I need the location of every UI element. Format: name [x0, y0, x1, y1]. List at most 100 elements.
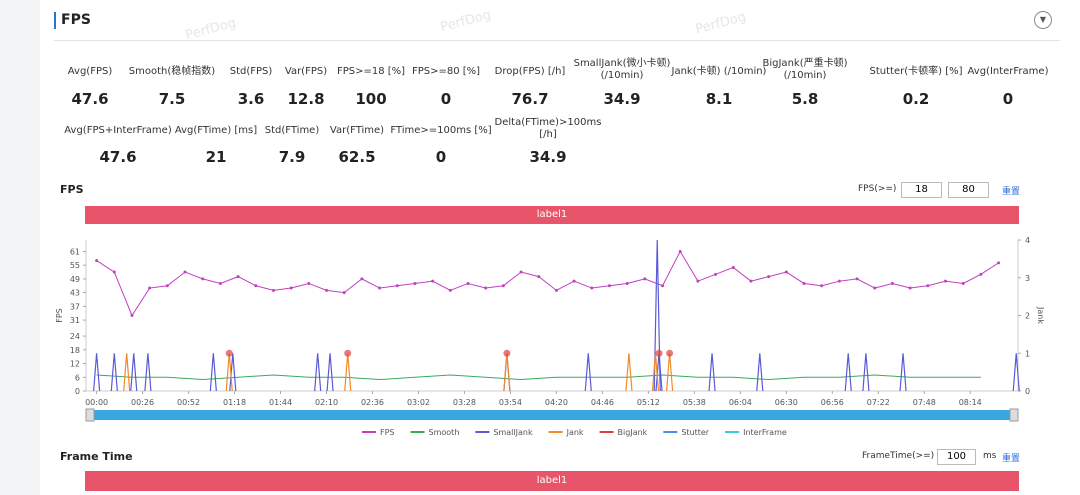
series-line — [96, 374, 981, 381]
fps-point — [413, 281, 417, 285]
y-tick-label: 61 — [70, 247, 80, 256]
threshold-input[interactable]: 80 — [948, 182, 989, 198]
stat-label: FPS>=18 [%] — [336, 66, 406, 77]
fps-point — [890, 281, 894, 285]
divider — [54, 40, 1060, 41]
stat-label: BigJank(严重卡顿) (/10min) — [762, 58, 848, 81]
stat-label: Std(FTime) — [264, 125, 320, 136]
x-tick-label: 05:38 — [683, 398, 706, 407]
stat-value: 5.8 — [791, 90, 819, 108]
jank-spike — [225, 353, 233, 392]
jank-spike — [326, 353, 334, 392]
fps-point — [926, 284, 930, 288]
fps-point — [165, 284, 169, 288]
jank-spike — [584, 353, 592, 392]
x-tick-label: 05:12 — [637, 398, 660, 407]
legend-label: SmallJank — [493, 428, 533, 437]
legend-label: Stutter — [681, 428, 709, 437]
x-tick-label: 01:18 — [223, 398, 246, 407]
panel-title: FPS — [60, 183, 84, 196]
stat-label: Avg(FPS+InterFrame) — [64, 125, 172, 136]
y2-tick-label: 1 — [1025, 349, 1030, 358]
stat-value: 34.9 — [603, 90, 641, 108]
jank-spike — [708, 353, 716, 392]
jank-spike — [144, 353, 152, 392]
fps-point — [873, 286, 877, 290]
x-tick-label: 06:56 — [821, 398, 844, 407]
fps-point — [855, 277, 859, 281]
stat-label: FPS>=80 [%] — [411, 66, 481, 77]
stat-value: 76.7 — [511, 90, 549, 108]
stat-value: 47.6 — [71, 90, 109, 108]
fps-point — [661, 284, 665, 288]
x-tick-label: 03:02 — [407, 398, 430, 407]
x-tick-label: 00:26 — [131, 398, 154, 407]
threshold-input[interactable]: 18 — [901, 182, 942, 198]
bigjank-dot — [655, 349, 663, 357]
legend-label: BigJank — [618, 428, 648, 437]
jank-spike — [344, 353, 352, 392]
x-tick-label: 08:14 — [959, 398, 982, 407]
fps-point — [360, 277, 364, 281]
fps-point — [696, 279, 700, 283]
stat-value: 8.1 — [705, 90, 733, 108]
x-tick-label: 02:36 — [361, 398, 384, 407]
stat-label: Delta(FTime)>100ms [/h] — [494, 117, 602, 140]
fps-point — [979, 272, 983, 276]
fps-point — [378, 286, 382, 290]
fps-point — [784, 270, 788, 274]
fps-point — [943, 279, 947, 283]
collapse-button[interactable]: ▼ — [1034, 11, 1052, 29]
stat-value: 62.5 — [338, 148, 376, 166]
bigjank-dot — [225, 349, 233, 357]
fps-point — [466, 281, 470, 285]
jank-spike — [625, 353, 633, 392]
stat-value: 0.2 — [902, 90, 930, 108]
fps-point — [572, 279, 576, 283]
fps-point — [961, 281, 965, 285]
series-line — [96, 250, 999, 317]
stat-value: 47.6 — [99, 148, 137, 166]
x-tick-label: 06:04 — [729, 398, 752, 407]
fps-point — [501, 284, 505, 288]
y2-tick-label: 0 — [1025, 387, 1030, 396]
fps-point — [448, 288, 452, 292]
y-tick-label: 24 — [70, 332, 80, 341]
reset-button[interactable]: 重置 — [1002, 454, 1021, 464]
stat-label: Stutter(卡顿率) [%] — [869, 66, 963, 77]
threshold-label: FPS(>=) — [858, 184, 897, 194]
panel-title: Frame Time — [60, 450, 133, 463]
legend-label: Jank — [566, 428, 584, 437]
stat-label: Var(FPS) — [284, 66, 328, 77]
fps-point — [484, 286, 488, 290]
jank-spike — [130, 353, 138, 392]
y2-axis-label: Jank — [1036, 306, 1045, 324]
jank-spike — [110, 353, 118, 392]
fps-point — [183, 270, 187, 274]
stat-label: SmallJank(微小卡顿) (/10min) — [573, 58, 671, 81]
stat-label: Avg(InterFrame) — [967, 66, 1049, 77]
scroll-handle — [85, 408, 95, 422]
fps-point — [590, 286, 594, 290]
fps-point — [908, 286, 912, 290]
stat-value: 0 — [435, 148, 447, 166]
y-tick-label: 43 — [70, 289, 80, 298]
stat-label: Var(FTime) — [329, 125, 385, 136]
fps-point — [289, 286, 293, 290]
reset-button[interactable]: 重置 — [1002, 187, 1021, 197]
x-tick-label: 07:48 — [913, 398, 936, 407]
fps-point — [997, 261, 1001, 265]
stat-label: FTime>=100ms [%] — [390, 125, 492, 136]
threshold-input[interactable]: 100 — [937, 449, 976, 465]
stat-label: Avg(FTime) [ms] — [174, 125, 258, 136]
fps-point — [820, 284, 824, 288]
x-tick-label: 01:44 — [269, 398, 292, 407]
fps-point — [537, 275, 541, 279]
jank-spike — [862, 353, 870, 392]
fps-point — [254, 284, 258, 288]
y2-tick-label: 2 — [1025, 312, 1030, 321]
jank-spike — [756, 353, 764, 392]
x-tick-label: 02:10 — [315, 398, 338, 407]
jank-spike — [653, 239, 661, 392]
